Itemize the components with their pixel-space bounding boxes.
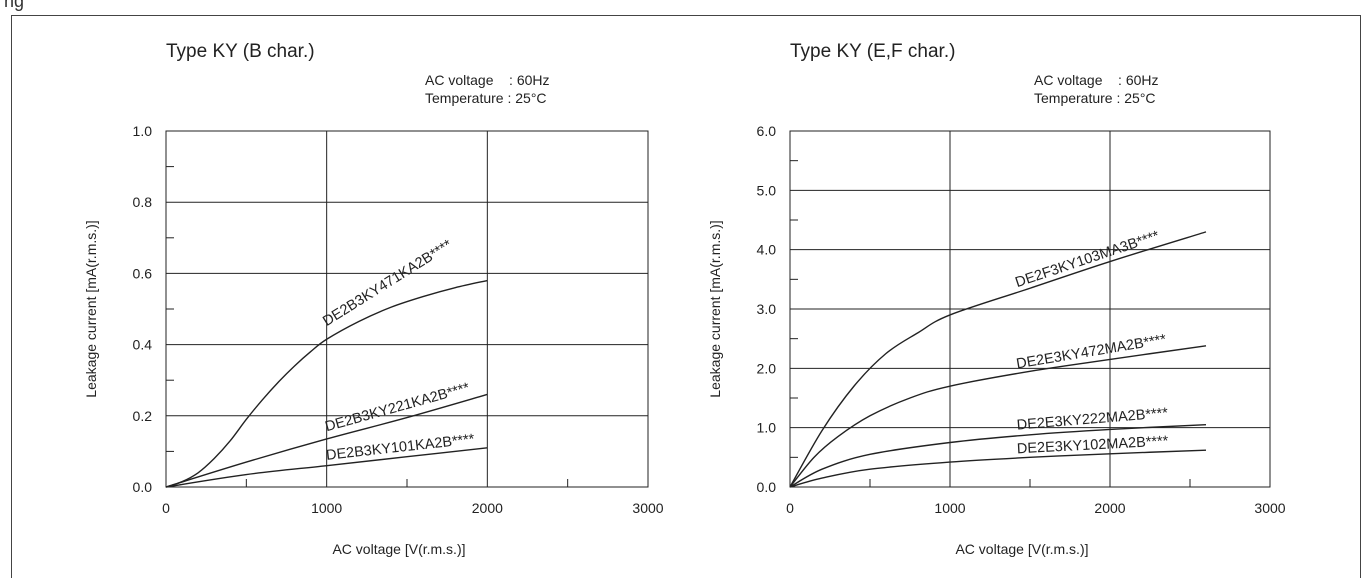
y-tick-label: 0.2 [133, 408, 153, 424]
series-line-2 [165, 393, 488, 488]
chart-panel-1: Type KY (B char.) AC voltage : 60Hz Temper… [83, 41, 664, 557]
x-axis-label: AC voltage [V(r.m.s.)] [955, 541, 1088, 557]
chart-title: Type KY (B char.) [166, 41, 315, 62]
series-line-3 [165, 447, 488, 488]
series-label: DE2E3KY102MA2B**** [1017, 433, 1170, 457]
y-tick-label: 1.0 [133, 123, 153, 139]
y-tick-label: 4.0 [757, 242, 777, 258]
y-tick-label: 0.6 [133, 265, 153, 281]
x-tick-label: 2000 [1094, 500, 1125, 516]
y-tick-label: 3.0 [757, 301, 777, 317]
series-label: DE2B3KY471KA2B**** [320, 237, 455, 330]
y-tick-label: 0.0 [133, 479, 153, 495]
series-label: DE2E3KY472MA2B**** [1015, 332, 1167, 373]
x-tick-label: 1000 [311, 500, 342, 516]
x-tick-label: 0 [162, 500, 170, 516]
x-tick-label: 3000 [1254, 500, 1285, 516]
figure-frame [11, 15, 1361, 578]
y-tick-label: 1.0 [757, 420, 777, 436]
y-tick-label: 0.4 [133, 337, 153, 353]
series-label: DE2B3KY101KA2B**** [325, 431, 475, 463]
x-axis-label: AC voltage [V(r.m.s.)] [332, 541, 465, 557]
plot-area [165, 130, 649, 488]
series-label: DE2B3KY221KA2B**** [323, 380, 471, 435]
series-line-1 [165, 279, 488, 488]
y-tick-label: 6.0 [757, 123, 777, 139]
header-fragment: ng [4, 0, 25, 11]
series-line-1 [789, 231, 1207, 488]
y-tick-label: 2.0 [757, 360, 777, 376]
chart-condition: Temperature : 25°C [1034, 90, 1156, 106]
chart-title: Type KY (E,F char.) [790, 41, 955, 62]
y-axis-label: Leakage current [mA(r.m.s.)] [707, 220, 723, 397]
y-tick-label: 0.8 [133, 194, 153, 210]
chart-panel-2: Type KY (E,F char.) AC voltage : 60Hz Temp… [707, 41, 1286, 557]
chart-condition: AC voltage : 60Hz [1034, 72, 1159, 88]
series-line-4 [789, 449, 1207, 488]
chart-condition: Temperature : 25°C [425, 90, 547, 106]
x-tick-label: 1000 [934, 500, 965, 516]
y-tick-label: 0.0 [757, 479, 777, 495]
x-tick-label: 2000 [472, 500, 503, 516]
chart-condition: AC voltage : 60Hz [425, 72, 550, 88]
y-tick-label: 5.0 [757, 182, 777, 198]
series-line-3 [789, 424, 1207, 488]
series-label: DE2E3KY222MA2B**** [1016, 405, 1169, 433]
series-label: DE2F3KY103MA3B**** [1013, 228, 1161, 291]
x-tick-label: 3000 [632, 500, 663, 516]
series-line-2 [789, 345, 1207, 488]
y-axis-label: Leakage current [mA(r.m.s.)] [83, 220, 99, 397]
x-tick-label: 0 [786, 500, 794, 516]
